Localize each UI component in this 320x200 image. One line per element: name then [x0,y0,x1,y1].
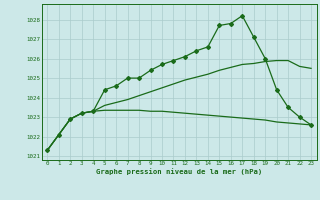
X-axis label: Graphe pression niveau de la mer (hPa): Graphe pression niveau de la mer (hPa) [96,168,262,175]
